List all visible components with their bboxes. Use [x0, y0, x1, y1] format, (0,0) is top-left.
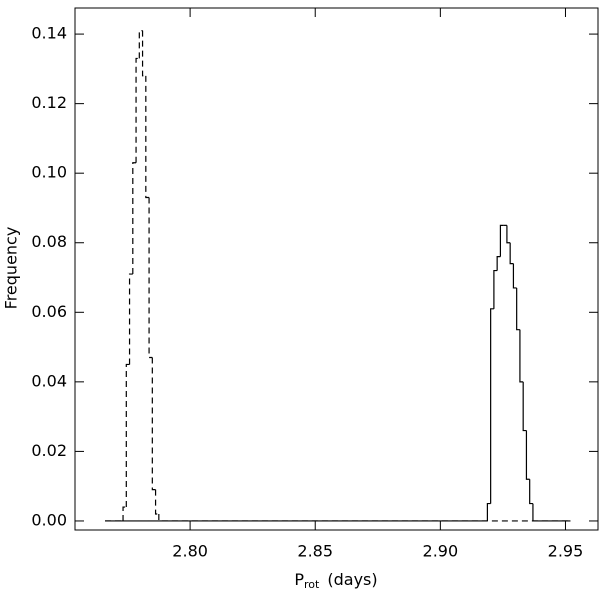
- histogram-bin: [122, 506, 127, 521]
- y-tick-label: 0.04: [31, 371, 67, 390]
- histogram-bin: [141, 30, 146, 77]
- y-tick-label: 0.06: [31, 302, 67, 321]
- histogram-bin: [529, 479, 533, 505]
- histogram-bin: [506, 225, 511, 244]
- x-label-main: P: [294, 570, 304, 589]
- histogram-bin: [151, 357, 156, 491]
- plot-frame: [74, 7, 599, 531]
- histogram-bin: [532, 503, 571, 522]
- y-tick-label: 0.14: [31, 24, 67, 43]
- histogram-bin: [490, 308, 494, 504]
- histogram-bin: [522, 381, 527, 432]
- histogram-bin: [525, 430, 530, 480]
- x-tick-label: 2.90: [423, 542, 459, 561]
- histogram-bin: [509, 242, 514, 265]
- x-tick-label: 2.95: [548, 542, 584, 561]
- histogram-bin: [158, 514, 571, 522]
- histogram-bin: [486, 502, 491, 521]
- histogram-bin: [493, 269, 498, 309]
- x-tick-label: 2.85: [297, 542, 333, 561]
- x-axis-label: Prot (days): [294, 570, 377, 592]
- histogram-bin: [519, 329, 524, 383]
- histogram-bin: [132, 162, 137, 275]
- histogram-bin: [516, 287, 520, 331]
- histogram-bin: [128, 273, 133, 365]
- x-tick-label: 2.80: [172, 542, 208, 561]
- y-tick-label: 0.10: [31, 163, 67, 182]
- x-label-sub: rot: [304, 578, 320, 591]
- histogram-bin: [154, 489, 159, 515]
- y-axis-label: Frequency: [2, 227, 21, 310]
- histogram-bin: [135, 57, 140, 163]
- histogram-bin: [125, 363, 130, 508]
- histogram-bin: [499, 224, 504, 257]
- histogram-bin: [148, 197, 153, 359]
- y-tick-label: 0.00: [31, 510, 67, 529]
- y-tick-label: 0.02: [31, 441, 67, 460]
- x-label-unit: (days): [327, 570, 377, 589]
- histogram-bin: [496, 256, 501, 271]
- y-tick-label: 0.12: [31, 93, 67, 112]
- y-tick-label: 0.08: [31, 232, 67, 251]
- histogram-bin: [145, 75, 150, 199]
- histogram-bin: [512, 263, 517, 289]
